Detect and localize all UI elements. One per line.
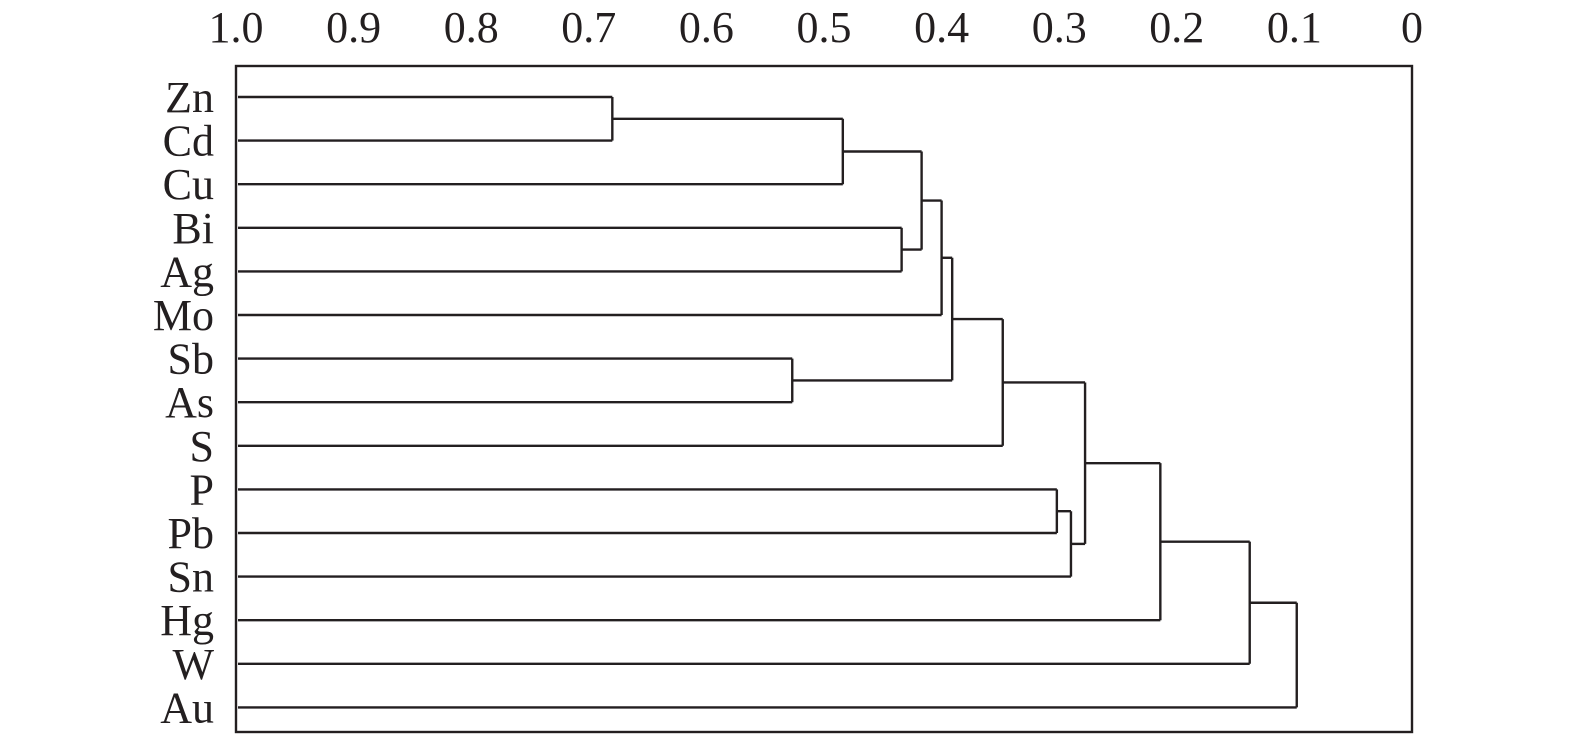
- dendrogram-link: [238, 601, 1298, 709]
- dendrogram-link: [238, 117, 845, 186]
- leaf-label: Sb: [168, 335, 214, 384]
- x-tick-label: 0.6: [679, 3, 734, 52]
- dendrogram-link: [238, 226, 903, 273]
- leaf-label: P: [190, 465, 214, 514]
- leaf-label: Sn: [168, 553, 214, 602]
- x-tick-label: 0.2: [1149, 3, 1204, 52]
- dendrogram-branches: [238, 95, 1298, 709]
- x-tick-label: 0: [1401, 3, 1423, 52]
- dendrogram-link: [238, 461, 1162, 622]
- dendrogram-link: [238, 510, 1073, 578]
- dendrogram-link: [238, 95, 614, 142]
- leaf-label: Ag: [160, 247, 214, 296]
- dendrogram-link: [238, 199, 943, 317]
- x-tick-label: 0.5: [797, 3, 852, 52]
- x-tick-label: 0.7: [561, 3, 616, 52]
- x-tick-label: 0.1: [1267, 3, 1322, 52]
- x-tick-label: 0.3: [1032, 3, 1087, 52]
- dendrogram-link: [1002, 381, 1087, 546]
- dendrogram-link: [842, 150, 923, 251]
- dendrogram-link: [238, 488, 1059, 535]
- plot-frame: [234, 64, 1414, 734]
- dendrogram-link: [238, 357, 794, 404]
- dendrogram-link: [238, 317, 1004, 447]
- leaf-label: W: [172, 640, 214, 689]
- x-tick-label: 0.9: [326, 3, 381, 52]
- x-tick-label: 0.4: [914, 3, 969, 52]
- x-tick-label: 1.0: [209, 3, 264, 52]
- leaf-label: Mo: [153, 291, 214, 340]
- leaf-label: As: [165, 378, 214, 427]
- leaf-label: S: [190, 422, 214, 471]
- leaf-label: Cd: [163, 117, 214, 166]
- x-tick-label: 0.8: [444, 3, 499, 52]
- leaf-label: Cu: [163, 160, 214, 209]
- leaf-label: Pb: [168, 509, 214, 558]
- leaf-label: Bi: [172, 204, 214, 253]
- leaf-label: Au: [160, 683, 214, 732]
- dendrogram-link: [792, 256, 954, 382]
- dendrogram-link: [238, 540, 1251, 665]
- leaf-label: Hg: [160, 596, 214, 645]
- x-axis-ticks: 1.0 0.9 0.8 0.7 0.6 0.5 0.4 0.3 0.2 0.1 0: [209, 3, 1424, 52]
- leaf-label: Zn: [165, 73, 214, 122]
